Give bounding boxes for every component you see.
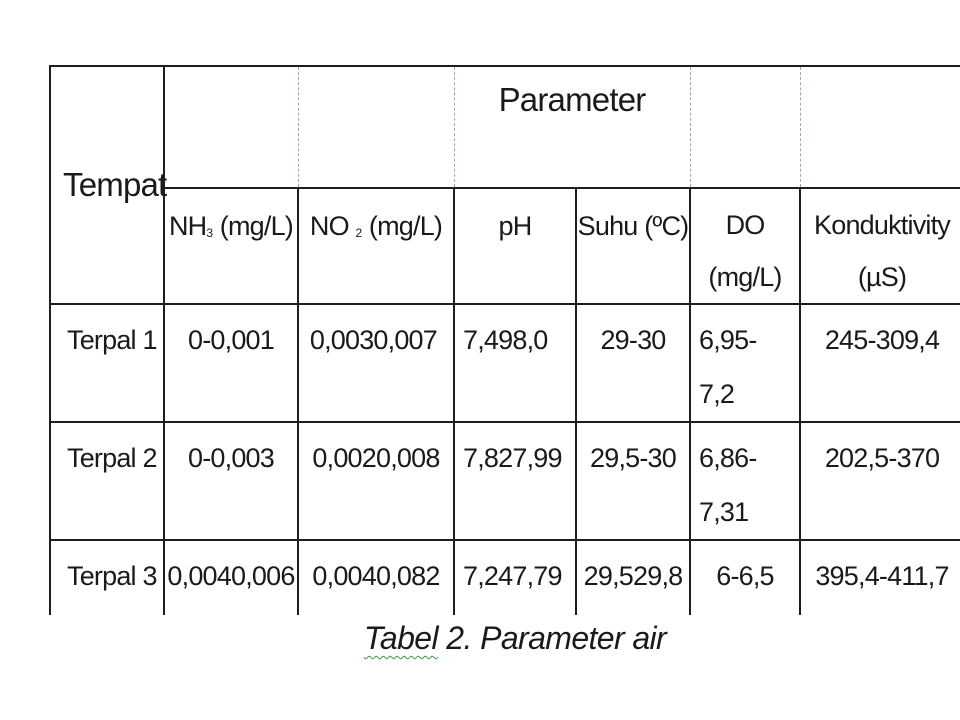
tempat-header: Tempat <box>49 65 167 305</box>
do-cell-line1: 6-6,5 <box>716 561 774 591</box>
no2-header: NO 2 (mg/L) <box>297 187 455 305</box>
table-row: Terpal 1 0-0,001 0,0030,007 7,498,0 29-3… <box>49 303 960 423</box>
no2-cell: 0,0020,008 <box>297 421 455 541</box>
ph-cell: 7,827,99 <box>453 421 577 541</box>
ph-cell: 7,498,0 <box>453 303 577 423</box>
ph-header: pH <box>453 187 577 305</box>
nh3-cell: 0-0,003 <box>163 421 299 541</box>
konduktivity-header-line2: (µS) <box>857 262 907 292</box>
do-header-line1: DO <box>725 210 766 240</box>
parameter-header-cell <box>689 65 801 189</box>
tempat-cell: Terpal 2 <box>49 421 165 541</box>
tempat-cell: Terpal 1 <box>49 303 165 423</box>
parameter-header-cell <box>799 65 960 189</box>
caption-word-tabel: Tabel <box>363 620 439 656</box>
header-row-sub: NH3 (mg/L) NO 2 (mg/L) pH Suhu (ºC) DO (m… <box>50 187 960 305</box>
ph-cell: 7,247,79 <box>453 539 577 615</box>
do-cell-line2: 7,31 <box>699 497 749 527</box>
parameter-header: Parameter <box>498 81 647 118</box>
no2-label: NO <box>309 211 356 241</box>
nh3-header: NH3 (mg/L) <box>163 187 299 305</box>
do-cell-line2: 7,2 <box>699 379 735 409</box>
table-caption: Tabel 2. Parameter air <box>0 620 960 657</box>
nh3-cell: 0,0040,006 <box>163 539 299 615</box>
parameter-table-container: Tempat Parameter NH3 (mg/L) NO 2 (mg/L) … <box>49 65 960 615</box>
do-cell-line1: 6,95- <box>699 325 757 355</box>
tempat-cell: Terpal 3 <box>49 539 165 615</box>
konduktivity-cell: 395,4-411,7 <box>799 539 960 615</box>
suhu-cell: 29,5-30 <box>574 421 692 541</box>
parameter-table: Tempat Parameter NH3 (mg/L) NO 2 (mg/L) … <box>49 65 960 615</box>
konduktivity-cell: 245-309,4 <box>799 303 960 423</box>
nh3-cell: 0-0,001 <box>163 303 299 423</box>
parameter-header-cell <box>163 65 299 189</box>
do-cell: 6,86- 7,31 <box>689 421 802 541</box>
do-cell-line1: 6,86- <box>699 443 757 473</box>
konduktivity-header-line1: Konduktivity <box>814 210 951 240</box>
parameter-header-cell <box>297 65 455 189</box>
no2-subscript: 2 <box>355 226 363 240</box>
konduktivity-header: Konduktivity (µS) <box>799 187 960 305</box>
no2-cell: 0,0040,082 <box>297 539 455 615</box>
nh3-subscript: 3 <box>206 226 214 240</box>
table-row: Terpal 2 0-0,003 0,0020,008 7,827,99 29,… <box>49 421 960 541</box>
do-header-line2: (mg/L) <box>708 262 782 292</box>
caption-rest: 2. Parameter air <box>438 620 667 656</box>
header-row-top: Tempat Parameter <box>49 65 960 305</box>
parameter-header-cell: Parameter <box>453 65 691 189</box>
do-cell: 6-6,5 <box>689 539 802 615</box>
do-header: DO (mg/L) <box>689 187 802 305</box>
suhu-cell: 29-30 <box>574 303 692 423</box>
do-cell: 6,95- 7,2 <box>689 303 802 423</box>
no2-cell: 0,0030,007 <box>297 303 455 423</box>
nh3-unit: (mg/L) <box>213 211 294 241</box>
table-row: Terpal 3 0,0040,006 0,0040,082 7,247,79 … <box>49 539 960 615</box>
nh3-label: NH <box>168 211 207 241</box>
suhu-header: Suhu (ºC) <box>574 187 692 305</box>
suhu-cell: 29,529,8 <box>574 539 692 615</box>
no2-unit: (mg/L) <box>362 211 443 241</box>
konduktivity-cell: 202,5-370 <box>799 421 960 541</box>
